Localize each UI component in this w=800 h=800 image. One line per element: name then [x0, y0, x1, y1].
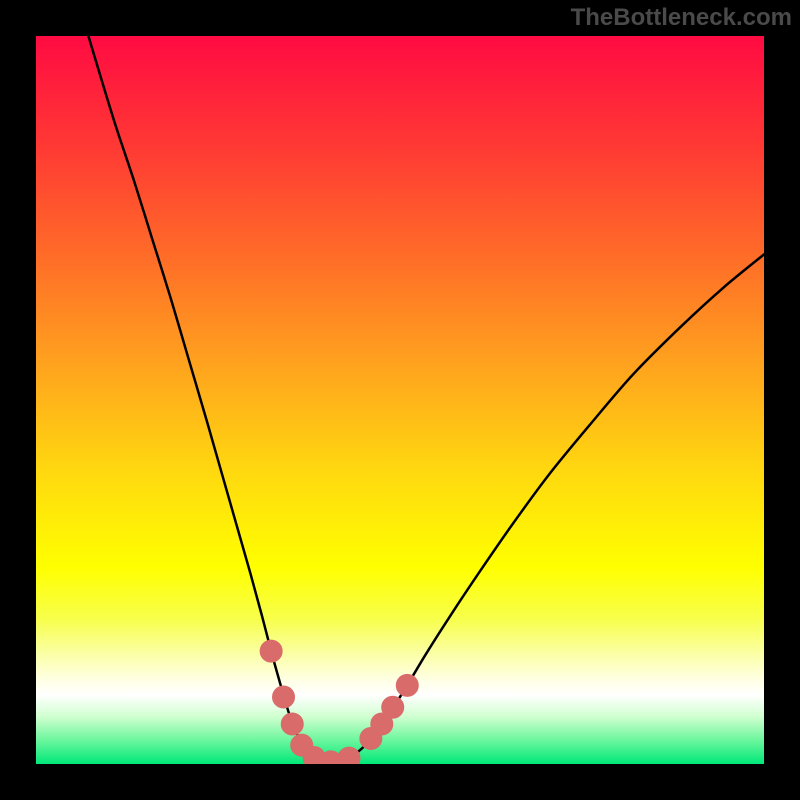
marker-point	[382, 696, 404, 718]
chart-canvas: TheBottleneck.com	[0, 0, 800, 800]
marker-point	[338, 747, 360, 764]
marker-point	[281, 713, 303, 735]
watermark-text: TheBottleneck.com	[571, 4, 792, 32]
marker-point	[396, 674, 418, 696]
marker-point	[273, 686, 295, 708]
gradient-background	[36, 36, 764, 764]
plot-area	[36, 36, 764, 764]
marker-point	[260, 640, 282, 662]
plot-svg	[36, 36, 764, 764]
